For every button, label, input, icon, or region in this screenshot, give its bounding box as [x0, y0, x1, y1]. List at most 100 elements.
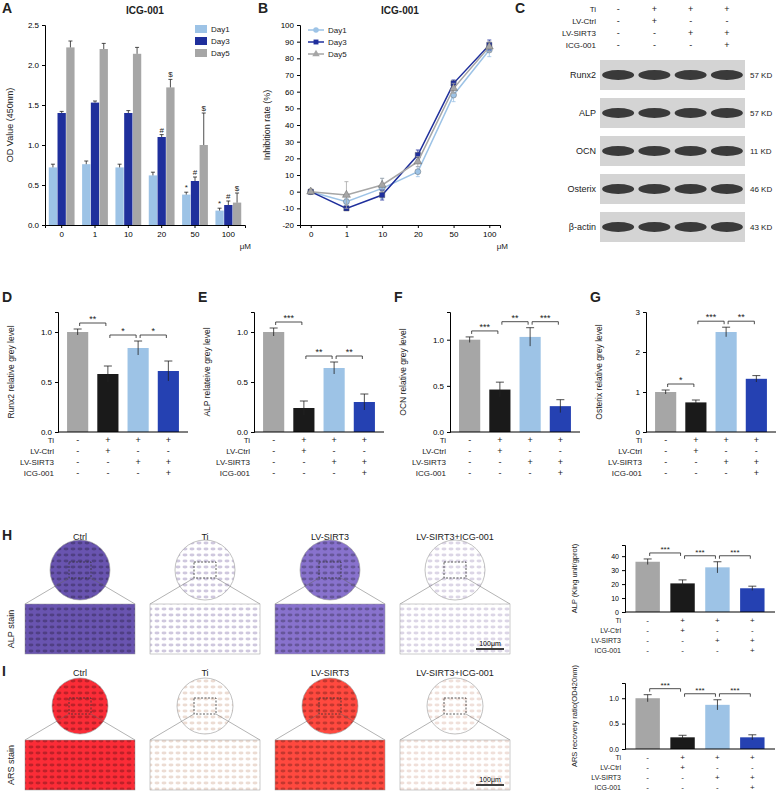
condition-sign: - [529, 446, 532, 456]
axis-line [58, 432, 188, 433]
zoom-link [91, 578, 135, 604]
tick: 1 [345, 225, 350, 239]
y-axis-title: ALP (King unit/gprot) [570, 543, 579, 613]
tick: 0.5 [433, 382, 450, 391]
stain-panel: CtrlTiLV-SIRT3LV-SIRT3+ICG-001100μmALP s… [6, 532, 510, 654]
tick: 1 [636, 388, 646, 397]
zoom-image [25, 740, 135, 790]
tick: 1 [93, 225, 98, 239]
blot-strip [600, 174, 745, 204]
condition-sign: + [497, 435, 502, 445]
bar [97, 374, 118, 432]
condition-sign: + [331, 435, 336, 445]
condition-sign: - [468, 457, 471, 467]
axis-line [625, 749, 775, 750]
error-bar [713, 562, 721, 573]
y-axis: 0.00.51.0 [609, 684, 625, 753]
well-image [50, 540, 110, 600]
condition-sign: - [725, 16, 728, 26]
tick-mark [251, 382, 254, 383]
condition-sign: - [76, 446, 79, 456]
error-bar [300, 401, 308, 415]
error-bar [202, 113, 206, 145]
condition-sign: + [166, 435, 171, 445]
tick-label: 1.0 [41, 328, 53, 337]
stain-name: ARS stain [6, 745, 16, 785]
x-axis-title: μM [240, 242, 252, 251]
tick-mark [42, 185, 45, 186]
tick-label: 1 [636, 388, 641, 397]
tick-label: 30 [611, 567, 619, 574]
sig-label: ** [315, 347, 323, 357]
condition-sign: - [646, 616, 649, 625]
tick-label: 0.5 [433, 382, 445, 391]
bar [263, 332, 284, 432]
y-axis: 0.00.51.0 [237, 313, 255, 438]
axis-line [254, 432, 384, 433]
y-axis-title: Osterix relative grey level [594, 324, 604, 420]
bar [91, 103, 99, 225]
condition-sign: - [681, 773, 684, 782]
condition-sign: - [617, 28, 620, 38]
tick-label: 40 [611, 553, 619, 560]
bar [705, 705, 729, 749]
sig-label: ** [89, 314, 97, 324]
condition-sign: - [653, 28, 656, 38]
condition-sign: - [716, 763, 719, 772]
condition-name: Ti [636, 436, 643, 445]
tick: 100 [483, 225, 497, 239]
condition-sign: - [716, 783, 719, 792]
sig-label: *** [480, 322, 491, 332]
condition-sign: - [646, 753, 649, 762]
tick-label: 10 [611, 595, 619, 602]
condition-sign: + [680, 626, 685, 635]
error-bar [416, 167, 420, 177]
panel-label: I [2, 663, 6, 679]
zoom-link [91, 714, 135, 740]
tick-mark [622, 749, 625, 750]
tick-label: 90 [285, 38, 294, 47]
tick-label: 2 [636, 348, 641, 357]
error-bar [496, 382, 504, 397]
condition-sign: - [646, 763, 649, 772]
condition-sign: - [106, 468, 109, 478]
panel-label: G [590, 289, 601, 305]
zoom-link [150, 578, 194, 604]
sig-label: * [679, 375, 683, 385]
scale-label: 100μm [479, 640, 501, 648]
blot-band [711, 70, 743, 80]
tick-mark [55, 382, 58, 383]
panel-c: Ti-+++LV-Ctrl-+--LV-SIRT3--++ICG-001---+… [562, 4, 772, 242]
blot-band [602, 108, 634, 118]
tick: 1.0 [237, 328, 254, 337]
condition-sign: - [664, 468, 667, 478]
error-bar [644, 559, 652, 565]
tick-mark [418, 225, 419, 228]
condition-sign: + [362, 435, 367, 445]
error-bar [193, 177, 197, 181]
y-axis-title: OCN relative grey level [398, 328, 408, 416]
blot-band [602, 222, 634, 232]
condition-sign: + [688, 28, 693, 38]
zoom-link [466, 714, 510, 740]
condition-name: LV-Ctrl [600, 764, 621, 771]
condition-sign: + [301, 435, 306, 445]
y-axis-title: OD Value (450nm) [5, 88, 15, 162]
zoom-link [400, 578, 444, 604]
tick: 0 [309, 225, 314, 239]
error-bar [526, 328, 534, 346]
condition-sign: + [724, 40, 729, 50]
tick-label: 20 [611, 581, 619, 588]
condition-name: Ti [615, 754, 621, 761]
panel-a: ICG-001**###$$$0.00.51.01.52.02.50110205… [5, 5, 251, 251]
tick-label: 10 [378, 230, 387, 239]
condition-sign: + [715, 773, 720, 782]
blot-band [602, 146, 634, 156]
error-bar [466, 337, 474, 343]
plot-area [459, 328, 571, 432]
tick-label: 0 [309, 230, 314, 239]
condition-sign: - [716, 646, 719, 655]
condition-sign: - [646, 626, 649, 635]
condition-sign: - [681, 636, 684, 645]
tick-mark [489, 225, 490, 228]
